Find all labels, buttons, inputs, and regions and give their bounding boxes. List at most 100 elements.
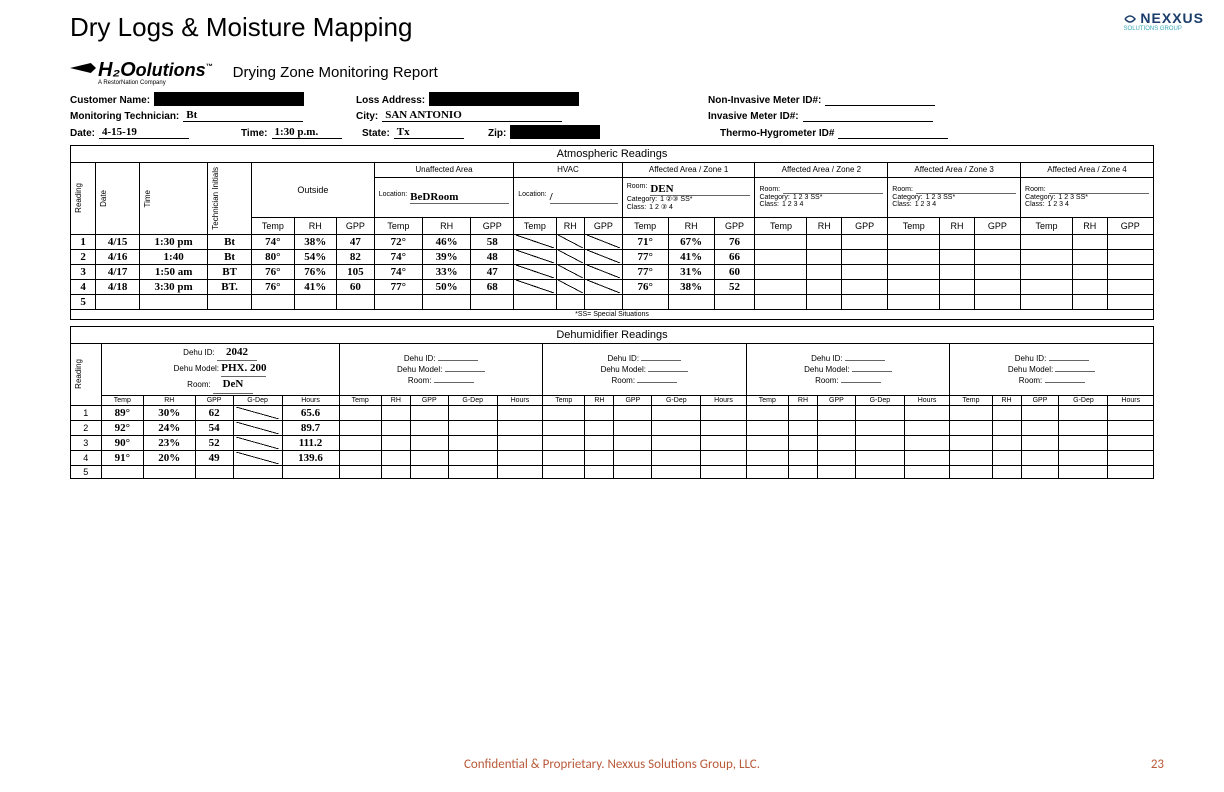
metric-header: G-Dep <box>448 395 497 405</box>
table-cell <box>585 405 614 420</box>
table-cell: 48 <box>471 249 514 264</box>
metric-header: Hours <box>701 395 746 405</box>
table-cell <box>789 420 818 435</box>
form-document: H₂Oolutions™ A RestorNation Company Dryi… <box>70 51 1154 479</box>
table-cell <box>1073 294 1108 309</box>
metric-header: Temp <box>622 218 668 235</box>
table-cell <box>233 435 282 450</box>
table-cell <box>755 279 807 294</box>
table-cell <box>842 264 888 279</box>
table-cell <box>381 465 410 478</box>
table-cell <box>789 405 818 420</box>
table-cell <box>855 435 904 450</box>
table-cell <box>614 465 652 478</box>
table-cell: 2 <box>71 420 102 435</box>
table-cell <box>585 435 614 450</box>
table-cell: 67% <box>668 234 714 249</box>
table-cell <box>701 405 746 420</box>
table-cell <box>974 264 1020 279</box>
metric-header: Hours <box>904 395 949 405</box>
table-cell <box>950 405 992 420</box>
table-cell: BT. <box>208 279 252 294</box>
table-cell <box>1073 264 1108 279</box>
metric-header: RH <box>668 218 714 235</box>
table-cell <box>208 294 252 309</box>
table-cell <box>746 435 788 450</box>
table-cell <box>543 435 585 450</box>
table-cell: 89° <box>101 405 143 420</box>
table-cell <box>410 450 448 465</box>
metric-header: Temp <box>514 218 556 235</box>
table-cell: Bt <box>208 249 252 264</box>
table-cell <box>992 450 1021 465</box>
dehu-unit-header: Dehu ID: Dehu Model: Room: <box>746 343 950 395</box>
table-cell: 41% <box>294 279 336 294</box>
table-cell <box>701 420 746 435</box>
table-cell <box>497 450 542 465</box>
metric-header: Temp <box>339 395 381 405</box>
table-cell <box>888 264 940 279</box>
table-cell: 47 <box>471 264 514 279</box>
metric-header: RH <box>423 218 471 235</box>
metric-header: RH <box>585 395 614 405</box>
table-cell <box>701 465 746 478</box>
table-cell <box>746 420 788 435</box>
table-cell <box>950 420 992 435</box>
table-cell <box>514 294 556 309</box>
thermo-label: Thermo-Hygrometer ID# <box>720 128 834 139</box>
metric-header: GPP <box>614 395 652 405</box>
table-cell <box>514 264 556 279</box>
col-tech-initials: Technician Initials <box>210 164 221 233</box>
table-cell: Bt <box>208 234 252 249</box>
table-cell <box>514 279 556 294</box>
table-cell <box>339 420 381 435</box>
table-cell <box>233 450 282 465</box>
table-cell <box>410 420 448 435</box>
table-cell: 31% <box>668 264 714 279</box>
table-cell <box>940 279 975 294</box>
table-cell <box>992 405 1021 420</box>
table-cell <box>888 279 940 294</box>
metric-header: G-Dep <box>652 395 701 405</box>
metric-header: RH <box>143 395 195 405</box>
table-cell: 139.6 <box>282 450 339 465</box>
table-cell <box>448 420 497 435</box>
monitoring-tech-value: Bt <box>183 109 303 122</box>
table-cell <box>888 234 940 249</box>
table-cell <box>584 294 622 309</box>
table-cell <box>584 264 622 279</box>
table-cell <box>448 405 497 420</box>
metric-header: G-Dep <box>1059 395 1108 405</box>
table-cell: 20% <box>143 450 195 465</box>
table-cell <box>448 435 497 450</box>
table-cell <box>807 294 842 309</box>
table-cell <box>817 450 855 465</box>
table-cell: 74° <box>374 264 422 279</box>
table-cell <box>1021 435 1059 450</box>
table-cell: 90° <box>101 435 143 450</box>
table-cell <box>614 435 652 450</box>
metric-header: GPP <box>410 395 448 405</box>
table-cell <box>543 450 585 465</box>
table-cell <box>1021 294 1073 309</box>
table-cell <box>556 249 584 264</box>
metric-header: Temp <box>543 395 585 405</box>
table-cell: 23% <box>143 435 195 450</box>
table-cell: 46% <box>423 234 471 249</box>
table-cell <box>652 450 701 465</box>
table-cell <box>940 294 975 309</box>
table-cell <box>410 465 448 478</box>
table-cell: 92° <box>101 420 143 435</box>
table-cell: 58 <box>471 234 514 249</box>
table-cell: 72° <box>374 234 422 249</box>
metric-header: GPP <box>337 218 375 235</box>
table-cell: 77° <box>622 249 668 264</box>
table-cell <box>974 279 1020 294</box>
table-cell <box>556 264 584 279</box>
table-cell <box>1073 234 1108 249</box>
table-cell <box>1059 405 1108 420</box>
table-cell <box>755 234 807 249</box>
table-cell <box>807 249 842 264</box>
table-cell <box>789 465 818 478</box>
table-cell <box>904 465 949 478</box>
